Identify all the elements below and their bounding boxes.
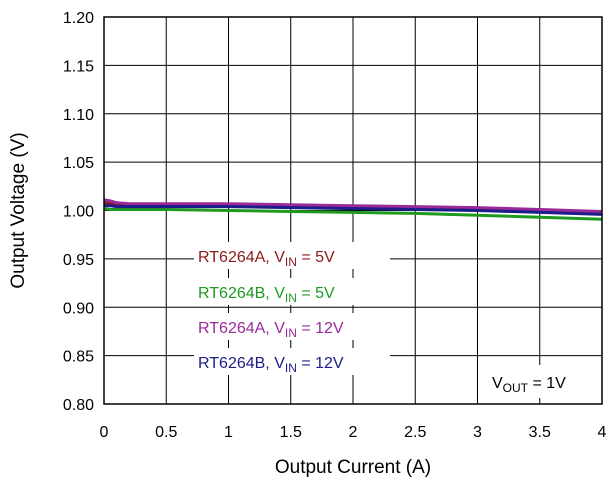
y-tick-label-2: 0.90	[63, 300, 94, 317]
series-line-3	[104, 204, 603, 216]
y-axis-label: Output Voltage (V)	[8, 132, 29, 288]
legend-label-3: RT6264B, VIN = 12V	[198, 355, 344, 375]
plot-frame	[103, 16, 603, 405]
legend-label-1: RT6264B, VIN = 5V	[198, 285, 335, 305]
x-tick-label-0: 0	[100, 424, 109, 441]
series-lines	[103, 198, 603, 221]
y-tick-label-0: 0.80	[63, 397, 94, 414]
annotation-box: VOUT = 1V	[479, 365, 597, 398]
x-tick-label-3: 1.5	[280, 424, 302, 441]
y-tick-label-6: 1.10	[63, 107, 94, 124]
legend-bg-2	[194, 313, 390, 340]
y-tick-label-8: 1.20	[63, 10, 94, 27]
x-tick-label-5: 2.5	[404, 424, 426, 441]
legend-bg-1	[194, 278, 390, 305]
x-tick-label-8: 4	[598, 424, 607, 441]
legend: RT6264A, VIN = 5V RT6264B, VIN = 5V RT6264…	[194, 242, 390, 375]
y-tick-label-1: 0.85	[63, 349, 94, 366]
y-tick-label-5: 1.05	[63, 155, 94, 172]
series-line-1	[103, 207, 603, 221]
y-tick-label-7: 1.15	[63, 58, 94, 75]
series-line-2	[103, 198, 603, 213]
legend-label-0: RT6264A, VIN = 5V	[198, 249, 335, 269]
x-tick-label-1: 0.5	[155, 424, 177, 441]
x-tick-label-4: 2	[349, 424, 358, 441]
x-tick-label-6: 3	[473, 424, 482, 441]
x-axis-label: Output Current (A)	[275, 457, 431, 478]
legend-bg-3	[194, 348, 390, 375]
x-tick-label-7: 3.5	[529, 424, 551, 441]
annotation-bg	[479, 365, 597, 398]
y-tick-label-3: 0.95	[63, 252, 94, 269]
annotation-vout: VOUT = 1V	[492, 375, 566, 395]
legend-label-2: RT6264A, VIN = 12V	[198, 320, 344, 340]
tick-labels: 0 0.5 1 1.5 2 2.5 3 3.5 4 0.80 0.85 0.90 0.95 1.00 1.0…	[63, 10, 607, 441]
y-tick-label-4: 1.00	[63, 204, 94, 221]
legend-bg-0	[194, 242, 390, 269]
x-tick-label-2: 1	[224, 424, 233, 441]
